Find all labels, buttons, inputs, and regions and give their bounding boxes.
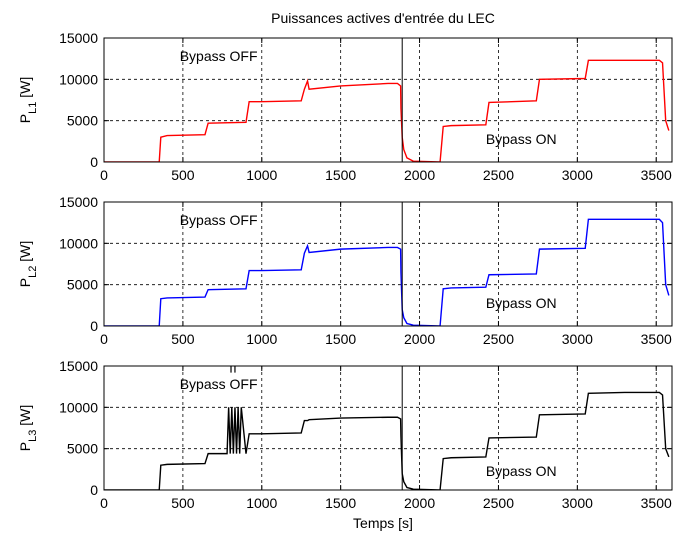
y-tick-label: 15000 (59, 194, 98, 210)
y-tick-label: 15000 (59, 358, 98, 374)
y-tick-label: 10000 (59, 235, 98, 251)
panels: Bypass OFF Bypass ON 0 500 1000 1500 2000 2500 3… (17, 30, 673, 511)
x-tick-label: 0 (100, 495, 108, 511)
y-tick-label: 5000 (67, 113, 98, 129)
y-tick-label: 0 (90, 482, 98, 498)
axes-frame (103, 365, 673, 491)
y-tick-label: 0 (90, 154, 98, 170)
chart-title: Puissances actives d'entrée du LEC (271, 10, 495, 26)
y-tick-label: 10000 (59, 71, 98, 87)
x-tick-label: 1500 (325, 167, 356, 183)
y-tick-label: 0 (90, 318, 98, 334)
x-tick-label: 2500 (483, 495, 514, 511)
y-axis-label: PL3 [W] (17, 405, 39, 451)
y-tick-label: 5000 (67, 441, 98, 457)
y-axis-label: PL2 [W] (17, 241, 39, 287)
y-axis-label-main: P (17, 114, 33, 123)
x-tick-label: 0 (100, 167, 108, 183)
y-tick-label: 15000 (59, 30, 98, 46)
y-axis-label-subscript: L3 (27, 430, 39, 442)
y-tick-label: 5000 (67, 277, 98, 293)
axes-frame (103, 37, 673, 163)
y-axis-label-unit: [W] (17, 77, 33, 102)
y-axis-label-unit: [W] (17, 241, 33, 266)
annotation-bypass-on: Bypass ON (486, 463, 557, 479)
x-tick-label: 3000 (562, 167, 593, 183)
x-tick-label: 2000 (404, 331, 435, 347)
x-tick-label: 500 (171, 495, 195, 511)
y-axis-label-main: P (17, 442, 33, 451)
x-tick-label: 1000 (246, 495, 277, 511)
y-axis-label-subscript: L1 (27, 102, 39, 114)
panel-3: Bypass OFF Bypass ON 0 500 1000 1500 2000 2500 3… (17, 358, 673, 511)
y-axis-label-unit: [W] (17, 405, 33, 430)
annotation-bypass-on: Bypass ON (486, 295, 557, 311)
y-tick-label: 10000 (59, 399, 98, 415)
x-tick-label: 500 (171, 167, 195, 183)
x-tick-label: 500 (171, 331, 195, 347)
series-line-3 (104, 391, 670, 490)
x-tick-label: 3000 (562, 331, 593, 347)
x-tick-label: 3500 (641, 167, 672, 183)
x-tick-label: 2000 (404, 167, 435, 183)
panel-2: Bypass OFF Bypass ON 0 500 1000 1500 2000 2500 3… (17, 194, 673, 347)
panel-1: Bypass OFF Bypass ON 0 500 1000 1500 2000 2500 3… (17, 30, 673, 183)
x-tick-label: 3000 (562, 495, 593, 511)
x-tick-label: 1500 (325, 495, 356, 511)
x-tick-label: 3500 (641, 331, 672, 347)
x-tick-label: 0 (100, 331, 108, 347)
y-axis-label: PL1 [W] (17, 77, 39, 123)
x-tick-label: 2500 (483, 167, 514, 183)
annotation-bypass-on: Bypass ON (486, 131, 557, 147)
x-tick-label: 1000 (246, 331, 277, 347)
x-tick-label: 2000 (404, 495, 435, 511)
axes-frame (103, 201, 673, 327)
x-tick-label: 2500 (483, 331, 514, 347)
y-axis-label-subscript: L2 (27, 266, 39, 278)
x-tick-label: 1000 (246, 167, 277, 183)
y-axis-label-main: P (17, 278, 33, 287)
annotation-bypass-off: Bypass OFF (180, 376, 258, 392)
x-axis-label: Temps [s] (353, 515, 413, 531)
x-tick-label: 1500 (325, 331, 356, 347)
x-tick-label: 3500 (641, 495, 672, 511)
annotation-bypass-off: Bypass OFF (180, 212, 258, 228)
annotation-bypass-off: Bypass OFF (180, 48, 258, 64)
